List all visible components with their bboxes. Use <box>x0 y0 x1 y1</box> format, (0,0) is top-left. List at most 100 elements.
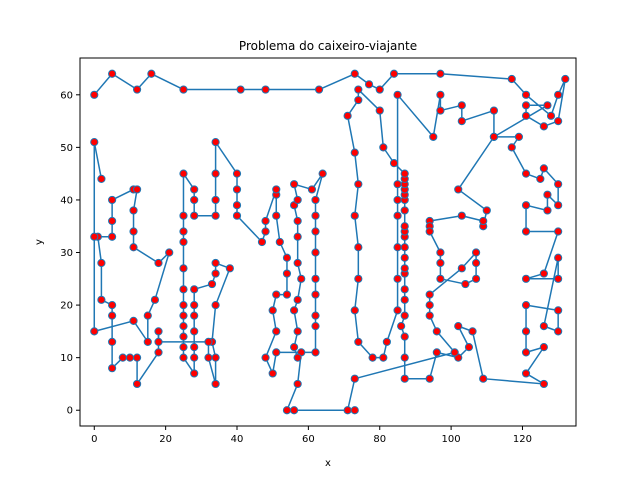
x-tick-label: 120 <box>513 434 532 445</box>
city-point <box>554 327 563 336</box>
city-point <box>393 274 402 283</box>
city-point <box>293 258 302 268</box>
city-point <box>400 374 409 383</box>
city-point <box>282 290 292 299</box>
city-point <box>436 248 445 257</box>
city-point <box>521 101 531 110</box>
route-segment <box>525 346 545 375</box>
city-point <box>132 85 142 94</box>
city-point <box>97 174 106 184</box>
city-point <box>311 348 320 357</box>
city-point <box>293 216 302 226</box>
city-point <box>521 111 531 120</box>
city-point <box>108 232 117 241</box>
city-point <box>90 232 99 241</box>
city-point <box>293 195 302 205</box>
city-point <box>554 253 563 262</box>
city-point <box>468 327 477 336</box>
city-point <box>225 264 234 273</box>
city-point <box>521 274 531 283</box>
city-point <box>393 195 402 205</box>
y-tick-label: 0 <box>67 406 73 417</box>
y-tick-label: 50 <box>60 143 73 154</box>
city-point <box>400 206 409 215</box>
route-segment <box>354 278 360 312</box>
city-point <box>297 274 306 283</box>
route-segment <box>93 141 103 180</box>
route-segment <box>436 330 456 354</box>
city-point <box>400 332 409 341</box>
city-point <box>190 311 199 320</box>
city-point <box>132 185 142 194</box>
city-point <box>400 353 409 362</box>
city-point <box>293 232 302 241</box>
city-point <box>350 374 359 383</box>
city-point <box>554 227 563 236</box>
city-point <box>108 311 117 320</box>
city-point <box>108 69 117 78</box>
city-point <box>393 90 402 99</box>
city-point <box>154 258 163 268</box>
route-segment <box>386 309 399 343</box>
city-point <box>554 90 563 99</box>
city-point <box>425 290 434 299</box>
city-point <box>211 258 220 268</box>
city-point <box>179 311 188 320</box>
city-point <box>232 201 242 210</box>
city-point <box>232 169 242 178</box>
city-point <box>554 116 563 126</box>
city-point <box>272 290 281 299</box>
city-point <box>436 90 445 99</box>
city-point <box>190 185 199 194</box>
city-point <box>293 379 302 389</box>
x-axis-ticks: 0 20 40 60 80 100 120 <box>91 426 532 445</box>
route-segment <box>525 304 559 312</box>
route-segment <box>461 109 495 122</box>
city-point <box>311 211 320 220</box>
city-point <box>179 285 188 294</box>
city-point <box>543 101 552 110</box>
city-point <box>354 85 363 94</box>
city-point <box>282 269 292 278</box>
city-point <box>179 300 188 310</box>
city-point <box>425 374 434 383</box>
city-point <box>108 364 117 373</box>
city-point <box>311 195 320 205</box>
city-point <box>232 211 242 220</box>
city-point <box>307 185 317 194</box>
city-point <box>429 132 438 141</box>
route-segment <box>482 377 545 385</box>
city-point <box>165 248 174 257</box>
route-segment <box>378 109 385 149</box>
city-point <box>190 327 199 336</box>
city-point <box>450 348 459 357</box>
city-point <box>275 237 284 247</box>
route-segment <box>264 330 278 359</box>
route-segment <box>354 151 360 185</box>
city-point <box>397 322 406 331</box>
city-point <box>97 258 106 268</box>
city-point <box>311 290 320 299</box>
city-point <box>375 106 384 115</box>
city-point <box>318 169 327 178</box>
y-axis-ticks: 0 10 20 30 40 50 60 <box>60 90 80 417</box>
city-point <box>268 369 277 378</box>
city-point <box>350 406 359 415</box>
city-point <box>261 216 270 226</box>
route-segment <box>154 251 170 301</box>
city-point <box>393 211 402 220</box>
y-tick-label: 10 <box>60 353 73 364</box>
city-point <box>471 274 481 283</box>
city-point <box>125 353 135 362</box>
city-point <box>543 206 552 215</box>
route-segment <box>97 235 103 264</box>
route-segment <box>93 320 135 333</box>
axes-frame <box>79 57 577 427</box>
city-point <box>204 337 213 346</box>
route-segment <box>354 309 360 343</box>
city-point <box>479 374 488 383</box>
city-point <box>211 300 220 310</box>
route-segment <box>150 73 185 91</box>
city-point <box>543 190 552 199</box>
x-tick-label: 100 <box>442 434 461 445</box>
